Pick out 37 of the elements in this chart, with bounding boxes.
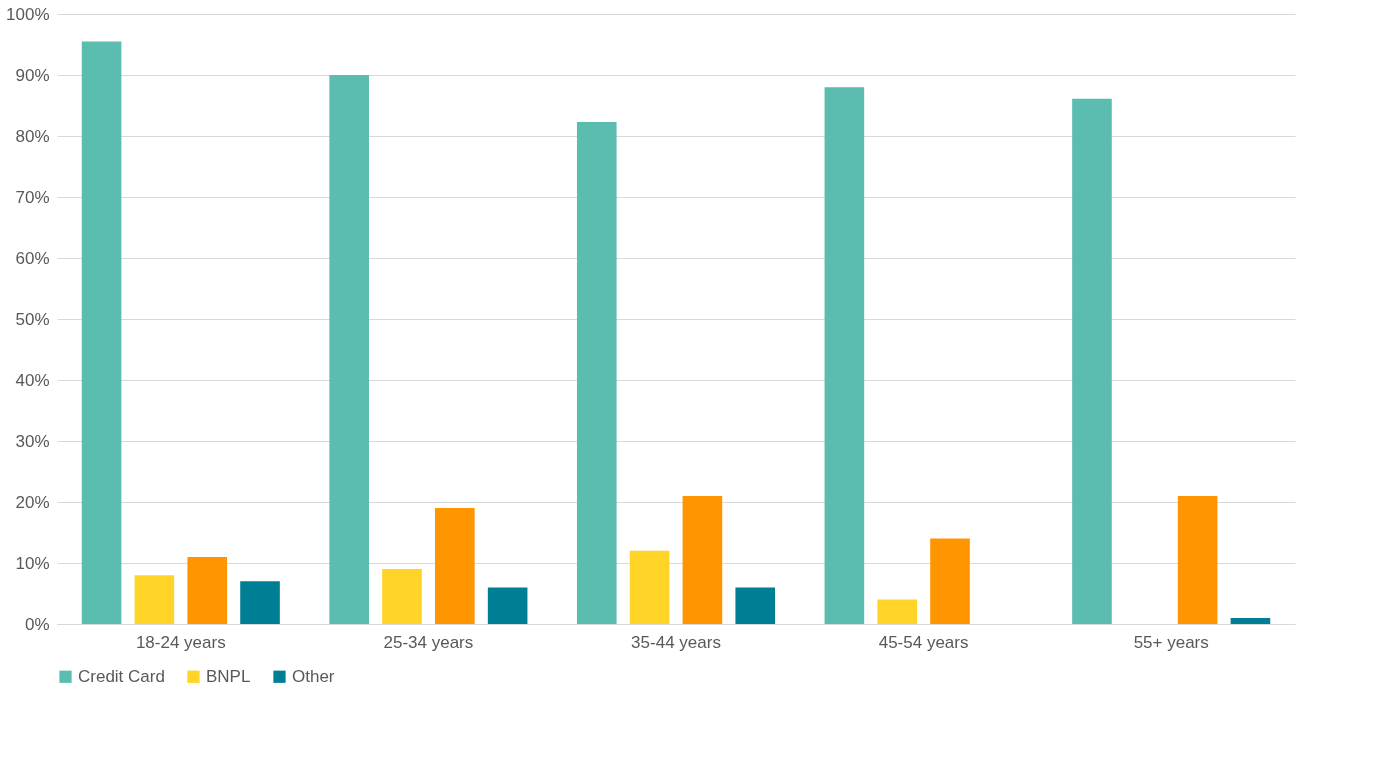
bar xyxy=(877,599,917,624)
y-tick-label: 80% xyxy=(15,126,50,146)
bar xyxy=(487,587,528,624)
legend-label: Other xyxy=(292,666,335,686)
bar xyxy=(81,41,122,624)
bar xyxy=(134,575,175,624)
y-tick-label: 10% xyxy=(15,553,50,573)
y-tick-label: 50% xyxy=(15,309,50,329)
x-tick-label: 55+ years xyxy=(1133,632,1209,652)
x-tick-label: 35-44 years xyxy=(631,632,721,652)
x-tick-label: 25-34 years xyxy=(383,632,474,652)
y-tick-label: 60% xyxy=(15,248,50,268)
x-tick-label: 45-54 years xyxy=(878,632,969,652)
bar xyxy=(382,569,422,624)
y-tick-label: 20% xyxy=(15,492,50,512)
y-tick-label: 40% xyxy=(15,370,50,390)
bar xyxy=(187,556,228,624)
bar xyxy=(629,550,670,624)
y-tick-label: 100% xyxy=(6,4,50,24)
bar xyxy=(682,495,723,624)
legend-label: BNPL xyxy=(206,666,251,686)
bar xyxy=(576,121,617,624)
bar xyxy=(824,87,865,624)
bar xyxy=(240,581,280,624)
bar xyxy=(1230,617,1271,624)
bar xyxy=(930,538,970,624)
bar xyxy=(329,75,369,624)
bar xyxy=(735,587,776,624)
y-tick-label: 90% xyxy=(15,65,50,85)
x-tick-label: 18-24 years xyxy=(135,632,226,652)
y-tick-label: 30% xyxy=(15,431,50,451)
bar xyxy=(1177,495,1218,624)
bar xyxy=(435,508,475,624)
bar xyxy=(1072,98,1112,624)
legend-label: Credit Card xyxy=(78,666,165,686)
y-tick-label: 0% xyxy=(24,614,50,634)
y-tick-label: 70% xyxy=(15,187,50,207)
